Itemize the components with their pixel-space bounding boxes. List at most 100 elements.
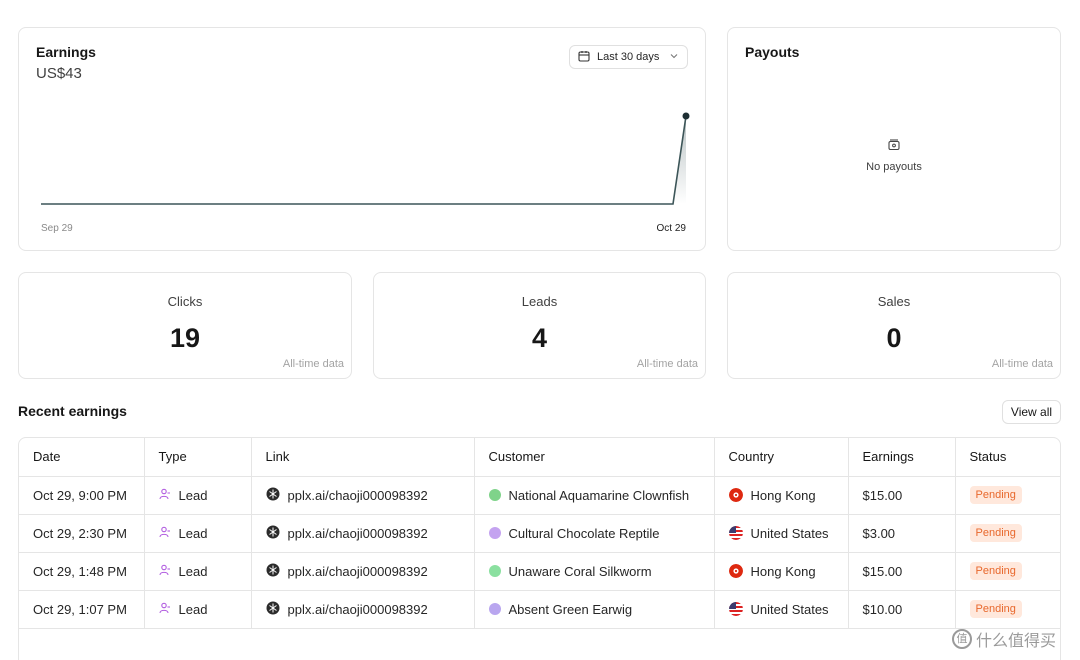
table-row[interactable]: Oct 29, 1:48 PM Lead pplx.ai/chaoji0000983… [19, 552, 1060, 591]
stat-label: Leads [521, 294, 558, 309]
customer-avatar [488, 489, 501, 501]
cell-status: Pending [955, 590, 1060, 629]
cell-country: United States [714, 590, 849, 629]
column-header-type[interactable]: Type [144, 438, 252, 477]
link-favicon-icon [266, 487, 280, 504]
cell-customer: National Aquamarine Clownfish [474, 476, 715, 515]
customer-avatar [488, 565, 501, 577]
link-text[interactable]: pplx.ai/chaoji000098392 [287, 563, 428, 579]
watermark-text: 什么值得买 [976, 633, 1057, 650]
country-name: United States [750, 601, 829, 617]
date-range-label: Last 30 days [597, 51, 660, 63]
view-all-button[interactable]: View all [1002, 400, 1061, 424]
column-header-date[interactable]: Date [19, 438, 145, 477]
payouts-card: Payouts No payouts [727, 27, 1061, 251]
customer-avatar [488, 527, 501, 539]
lead-user-icon [158, 602, 171, 617]
date-range-select[interactable]: Last 30 days [569, 45, 688, 69]
table-row[interactable]: Oct 29, 1:07 PM Lead pplx.ai/chaoji0000983… [19, 590, 1060, 629]
cell-earnings: $15.00 [848, 552, 956, 591]
type-label: Lead [178, 525, 208, 541]
cell-type: Lead [144, 590, 252, 629]
cell-link: pplx.ai/chaoji000098392 [251, 552, 475, 591]
cell-date: Oct 29, 1:07 PM [19, 590, 145, 629]
earnings-title: Earnings [36, 44, 96, 60]
link-favicon-icon [266, 601, 280, 618]
country-name: United States [750, 525, 829, 541]
customer-name[interactable]: Cultural Chocolate Reptile [508, 525, 660, 541]
column-header-link[interactable]: Link [251, 438, 475, 477]
column-header-customer[interactable]: Customer [474, 438, 715, 477]
cell-status: Pending [955, 514, 1060, 553]
payouts-empty-state: No payouts [728, 138, 1060, 173]
stat-value: 4 [531, 323, 548, 353]
link-text[interactable]: pplx.ai/chaoji000098392 [287, 525, 428, 541]
cell-date: Oct 29, 1:48 PM [19, 552, 145, 591]
lead-user-icon [158, 526, 171, 541]
cell-date: Oct 29, 9:00 PM [19, 476, 145, 515]
earnings-card: Sep 29 Oct 29 Earnings US$43 Last 30 days [18, 27, 706, 251]
us-flag-icon [728, 526, 743, 540]
watermark-logo-icon: 值 [952, 629, 972, 649]
cell-type: Lead [144, 552, 252, 591]
stat-card-leads: Leads 4 All-time data [373, 272, 706, 379]
cell-status: Pending [955, 552, 1060, 591]
status-badge: Pending [969, 562, 1022, 580]
hk-flag-icon [728, 564, 743, 578]
link-text[interactable]: pplx.ai/chaoji000098392 [287, 601, 428, 617]
stat-note: All-time data [282, 358, 344, 370]
type-label: Lead [178, 601, 208, 617]
status-badge: Pending [969, 600, 1022, 618]
earnings-chart: Sep 29 Oct 29 [41, 112, 690, 234]
cell-earnings: $3.00 [848, 514, 956, 553]
cell-customer: Cultural Chocolate Reptile [474, 514, 715, 553]
no-payouts-label: No payouts [866, 161, 922, 173]
cell-type: Lead [144, 514, 252, 553]
stat-label: Clicks [167, 294, 203, 309]
cell-link: pplx.ai/chaoji000098392 [251, 514, 475, 553]
table-header-row: Date Type Link Customer Country Earnings… [19, 438, 1060, 477]
lead-user-icon [158, 488, 171, 503]
cell-status: Pending [955, 476, 1060, 515]
country-name: Hong Kong [750, 563, 816, 579]
table-row[interactable]: Oct 29, 9:00 PM Lead pplx.ai/chaoji0000983… [19, 476, 1060, 515]
wallet-icon [728, 138, 1060, 157]
chart-series-line [41, 115, 687, 205]
watermark: 值 什么值得买 [952, 627, 1056, 651]
cell-link: pplx.ai/chaoji000098392 [251, 590, 475, 629]
customer-name[interactable]: Unaware Coral Silkworm [508, 563, 652, 579]
cell-customer: Unaware Coral Silkworm [474, 552, 715, 591]
type-label: Lead [178, 563, 208, 579]
link-favicon-icon [266, 525, 280, 542]
column-header-country[interactable]: Country [714, 438, 849, 477]
table-row[interactable]: Oct 29, 2:30 PM Lead pplx.ai/chaoji0000983… [19, 514, 1060, 553]
column-header-status[interactable]: Status [955, 438, 1060, 477]
stat-card-clicks: Clicks 19 All-time data [18, 272, 352, 379]
link-text[interactable]: pplx.ai/chaoji000098392 [287, 487, 428, 503]
us-flag-icon [728, 602, 743, 616]
cell-country: Hong Kong [714, 552, 849, 591]
calendar-icon [578, 50, 590, 65]
status-badge: Pending [969, 486, 1022, 504]
customer-name[interactable]: National Aquamarine Clownfish [508, 487, 690, 503]
status-badge: Pending [969, 524, 1022, 542]
chart-point[interactable] [682, 112, 690, 120]
payouts-title: Payouts [745, 44, 800, 60]
stat-label: Sales [877, 294, 911, 309]
stat-value: 19 [169, 323, 201, 353]
stat-value: 0 [886, 323, 902, 353]
chart-area [41, 116, 686, 204]
cell-link: pplx.ai/chaoji000098392 [251, 476, 475, 515]
lead-user-icon [158, 564, 171, 579]
cell-earnings: $10.00 [848, 590, 956, 629]
stat-note: All-time data [636, 358, 698, 370]
x-axis-end-label: Oct 29 [657, 223, 687, 234]
recent-earnings-table: Date Type Link Customer Country Earnings… [18, 437, 1061, 660]
cell-type: Lead [144, 476, 252, 515]
customer-name[interactable]: Absent Green Earwig [508, 601, 633, 617]
recent-earnings-title: Recent earnings [18, 403, 127, 419]
cell-earnings: $15.00 [848, 476, 956, 515]
link-favicon-icon [266, 563, 280, 580]
stat-card-sales: Sales 0 All-time data [727, 272, 1061, 379]
column-header-earnings[interactable]: Earnings [848, 438, 956, 477]
